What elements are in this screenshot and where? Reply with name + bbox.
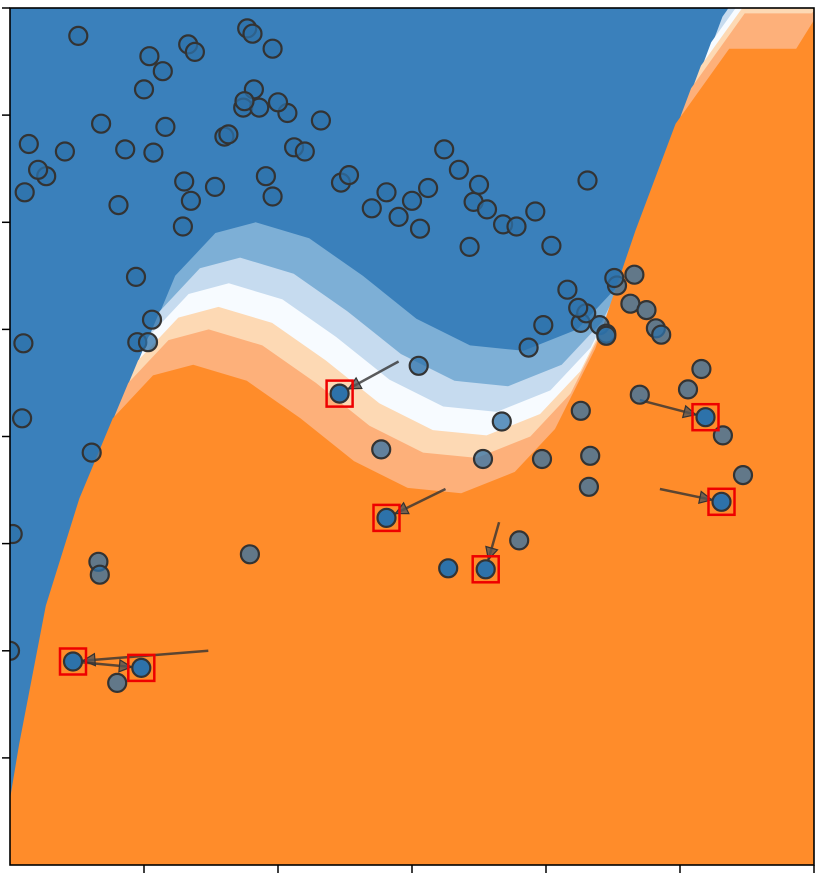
adversarial-point — [62, 651, 84, 672]
data-point — [604, 267, 625, 289]
data-point — [418, 177, 439, 199]
data-point — [262, 186, 283, 207]
data-point — [580, 445, 601, 466]
data-point — [267, 92, 289, 113]
data-point — [89, 564, 110, 585]
data-point — [262, 38, 283, 59]
data-point — [18, 133, 39, 155]
data-point — [310, 110, 331, 131]
data-point — [174, 171, 195, 192]
data-point — [139, 46, 160, 67]
adversarial-box — [372, 503, 401, 533]
data-point — [137, 332, 159, 353]
data-point — [629, 384, 650, 405]
adversarial-box — [707, 487, 736, 517]
data-point — [691, 358, 712, 380]
data-point — [459, 236, 480, 257]
data-point — [434, 139, 455, 160]
data-point — [468, 174, 490, 195]
adversarial-box — [58, 647, 88, 676]
data-point — [408, 355, 429, 376]
data-point — [68, 25, 89, 47]
data-point — [401, 190, 423, 211]
adversarial-box — [691, 402, 720, 432]
data-point — [125, 266, 147, 287]
data-point — [143, 142, 164, 163]
data-point — [568, 297, 589, 318]
data-point — [371, 439, 392, 460]
data-point — [376, 182, 397, 203]
data-point — [54, 141, 76, 162]
data-point — [472, 448, 494, 470]
data-point — [438, 558, 459, 579]
data-point — [509, 530, 530, 551]
data-point — [204, 176, 226, 197]
axis-ticks — [2, 7, 815, 873]
data-point — [10, 640, 21, 661]
data-point — [180, 190, 201, 211]
data-point — [14, 182, 35, 203]
data-point — [155, 116, 176, 138]
data-point — [152, 61, 173, 82]
adversarial-point — [695, 407, 716, 428]
data-points — [10, 18, 754, 694]
adversarial-highlights — [58, 379, 736, 683]
data-point — [133, 79, 155, 100]
data-point — [234, 91, 255, 112]
data-point — [448, 159, 469, 180]
data-point — [388, 206, 409, 227]
data-point — [677, 379, 699, 400]
data-point — [531, 448, 553, 470]
adversarial-box — [325, 379, 354, 408]
data-point — [636, 300, 657, 321]
adversarial-point — [131, 657, 152, 679]
perturbation-arrowhead — [118, 658, 133, 673]
adversarial-point — [329, 383, 350, 404]
data-point — [218, 124, 239, 145]
data-point — [361, 198, 382, 219]
data-point — [624, 264, 645, 285]
data-point — [732, 465, 754, 486]
data-point — [338, 165, 360, 186]
adversarial-box — [471, 555, 500, 584]
data-point — [596, 325, 617, 346]
data-point — [409, 218, 431, 239]
data-point — [506, 216, 527, 237]
adversarial-point — [711, 491, 732, 512]
data-point — [242, 23, 263, 44]
data-point — [172, 216, 193, 237]
data-point — [12, 408, 33, 429]
adversarial-point — [376, 507, 397, 529]
adversarial-box — [127, 653, 156, 683]
data-point — [10, 523, 23, 545]
data-point — [255, 166, 276, 187]
data-point — [13, 333, 34, 354]
data-point — [491, 411, 512, 432]
data-point — [108, 195, 129, 216]
data-point — [578, 476, 600, 497]
data-point — [557, 279, 578, 300]
data-point — [27, 159, 49, 180]
data-point — [141, 309, 163, 330]
data-point — [570, 400, 591, 421]
data-point — [525, 201, 546, 222]
data-point — [577, 170, 598, 191]
data-point — [115, 139, 136, 160]
data-point — [294, 141, 315, 162]
data-point — [541, 235, 562, 256]
data-point — [518, 337, 539, 358]
data-point — [184, 41, 205, 63]
data-point — [476, 199, 498, 220]
data-point — [81, 442, 102, 463]
data-point — [107, 672, 128, 694]
data-point — [533, 315, 554, 336]
data-point — [90, 113, 112, 134]
data-point — [239, 544, 260, 565]
adversarial-point — [475, 559, 496, 580]
data-point — [651, 324, 672, 345]
